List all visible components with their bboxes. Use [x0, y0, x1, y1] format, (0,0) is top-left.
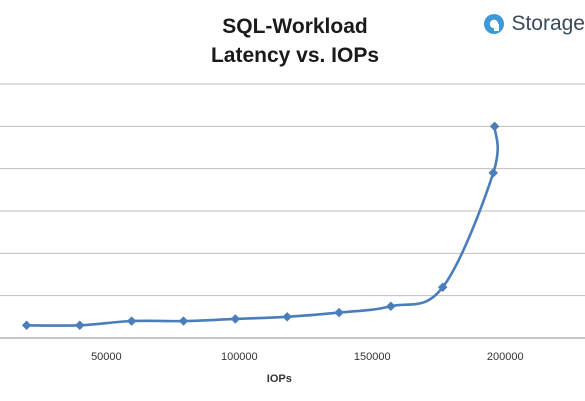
x-tick-label: 200000	[487, 351, 524, 363]
x-tick-label: 100000	[221, 351, 258, 363]
x-tick-label: 50000	[91, 351, 122, 363]
data-point	[334, 307, 344, 318]
data-point	[489, 121, 500, 132]
brand-name: Storage	[511, 12, 585, 35]
data-point	[126, 316, 137, 326]
chart-title-block: SQL-Workload Latency vs. IOPs	[150, 12, 440, 70]
chart-title: SQL-Workload	[222, 15, 368, 38]
data-point	[282, 311, 293, 322]
data-point	[437, 282, 448, 293]
x-axis-title: IOPs	[267, 373, 292, 385]
data-point	[21, 320, 32, 331]
storage-logo-icon	[484, 14, 505, 34]
data-point	[386, 301, 396, 312]
data-point	[488, 168, 499, 178]
data-point	[74, 320, 85, 331]
brand-logo: Storage	[483, 12, 585, 36]
x-tick-label: 150000	[354, 351, 391, 363]
data-point	[178, 316, 189, 326]
series-line	[25, 125, 500, 327]
data-point	[230, 314, 241, 324]
chart-subtitle: Latency vs. IOPs	[210, 44, 380, 67]
